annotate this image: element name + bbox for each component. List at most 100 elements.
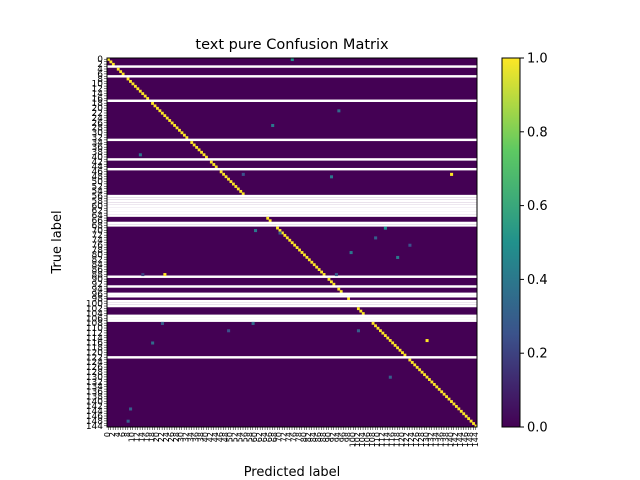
y-tick-label: 144: [86, 422, 103, 432]
diagonal-cell: [307, 258, 311, 262]
y-axis-label: True label: [50, 210, 65, 274]
diagonal-cell: [290, 241, 294, 245]
x-tick-label: 74: [285, 432, 294, 442]
y-tick-label: 10: [92, 80, 104, 90]
empty-row: [107, 204, 477, 208]
diagonal-cell: [138, 89, 142, 93]
diagonal-cell: [388, 339, 392, 342]
diagonal-cell: [359, 309, 363, 313]
diagonal-cell: [133, 84, 137, 88]
diagonal-cell: [437, 387, 441, 391]
empty-row: [107, 214, 477, 217]
diagonal-cell: [293, 243, 297, 247]
diagonal-cell: [420, 370, 424, 374]
x-tick-label: 80: [299, 432, 308, 442]
x-tick-label: 84: [309, 432, 318, 442]
diagonal-cell: [356, 307, 360, 311]
colorbar-tick-label: 0.0: [527, 421, 548, 436]
x-tick-label: 136: [436, 432, 445, 447]
y-tick-label: 58: [92, 197, 104, 207]
y-tick-label: 18: [92, 99, 104, 109]
x-tick-label: 38: [196, 432, 205, 442]
y-tick-label: 0: [97, 55, 103, 65]
x-tick-label: 4: [113, 432, 122, 437]
x-tick-label: 110: [373, 432, 382, 447]
x-tick-label: 106: [363, 432, 372, 447]
x-tick-label: 98: [343, 432, 352, 442]
x-tick-label: 140: [446, 432, 455, 447]
x-tick-label: 148: [466, 432, 475, 447]
x-tick-label: 144: [471, 432, 480, 447]
colorbar-tick-label: 1.0: [527, 52, 548, 67]
x-tick-label: 114: [383, 432, 392, 447]
diagonal-cell: [143, 94, 147, 98]
y-tick-label: 122: [86, 353, 103, 363]
diagonal-cell: [165, 116, 169, 120]
y-tick-label: 60: [92, 202, 104, 212]
y-tick-label: 76: [92, 241, 104, 251]
y-tick-label: 34: [92, 138, 104, 148]
empty-row: [107, 285, 477, 288]
diagonal-cell: [413, 363, 417, 367]
diagonal-cell: [317, 268, 321, 272]
y-tick-label: 44: [92, 163, 104, 173]
diagonal-cell: [430, 380, 434, 384]
diagonal-cell: [141, 92, 145, 96]
x-tick-label: 56: [240, 432, 249, 442]
diagonal-cell: [285, 236, 289, 240]
x-tick-label: 144: [456, 432, 465, 447]
diagonal-cell: [278, 229, 282, 232]
y-tick-label: 128: [86, 368, 103, 378]
y-tick-label: 70: [92, 226, 104, 236]
x-tick-label: 12: [133, 432, 142, 442]
y-tick-label: 98: [92, 295, 104, 305]
x-tick-label: 68: [270, 432, 279, 442]
x-tick-label: 90: [324, 432, 333, 442]
diagonal-cell: [185, 136, 189, 140]
x-tick-label: 34: [187, 432, 196, 442]
diagonal-cell: [467, 417, 471, 421]
x-tick-label: 66: [265, 432, 274, 442]
x-tick-label: 26: [167, 432, 176, 442]
empty-row: [107, 202, 477, 205]
x-tick-label: 108: [368, 432, 377, 447]
diagonal-cell: [391, 341, 395, 345]
diagonal-cell: [280, 231, 284, 235]
diagonal-cell: [474, 424, 478, 428]
diagonal-cell: [178, 128, 181, 132]
diagonal-cell: [146, 97, 150, 100]
x-axis-label: Predicted label: [244, 465, 341, 480]
y-tick-label: 22: [92, 109, 103, 119]
x-tick-label: 82: [304, 432, 313, 442]
diagonal-cell: [445, 395, 448, 399]
diagonal-cell: [398, 348, 402, 352]
y-tick-label: 96: [92, 290, 104, 300]
x-tick-label: 76: [289, 432, 298, 442]
y-tick-label: 54: [92, 187, 104, 197]
y-tick-label: 78: [92, 246, 104, 256]
x-tick-label: 142: [451, 432, 460, 447]
diagonal-cell: [450, 400, 453, 403]
diagonal-cell: [337, 287, 341, 291]
y-tick-label: 90: [92, 275, 104, 285]
diagonal-cell: [383, 334, 387, 337]
diagonal-cell: [469, 419, 473, 423]
y-tick-label: 24: [92, 114, 104, 124]
diagonal-cell: [156, 106, 159, 110]
diagonal-cell: [427, 378, 431, 381]
diagonal-cell: [310, 260, 314, 264]
x-tick-label: 6: [118, 432, 127, 437]
y-tick-label: 110: [86, 324, 103, 334]
diagonal-cell: [175, 126, 179, 130]
diagonal-cell: [131, 82, 135, 86]
diagonal-cell: [457, 407, 461, 411]
diagonal-cell: [464, 414, 468, 418]
empty-row: [107, 197, 477, 200]
diagonal-cell: [224, 175, 228, 179]
y-tick-label: 40: [92, 153, 104, 163]
x-tick-label: 10: [128, 432, 137, 442]
heatmap-cell: [129, 407, 133, 411]
diagonal-cell: [312, 263, 316, 267]
x-tick-label: 96: [338, 432, 347, 442]
heatmap-cell: [227, 329, 231, 333]
